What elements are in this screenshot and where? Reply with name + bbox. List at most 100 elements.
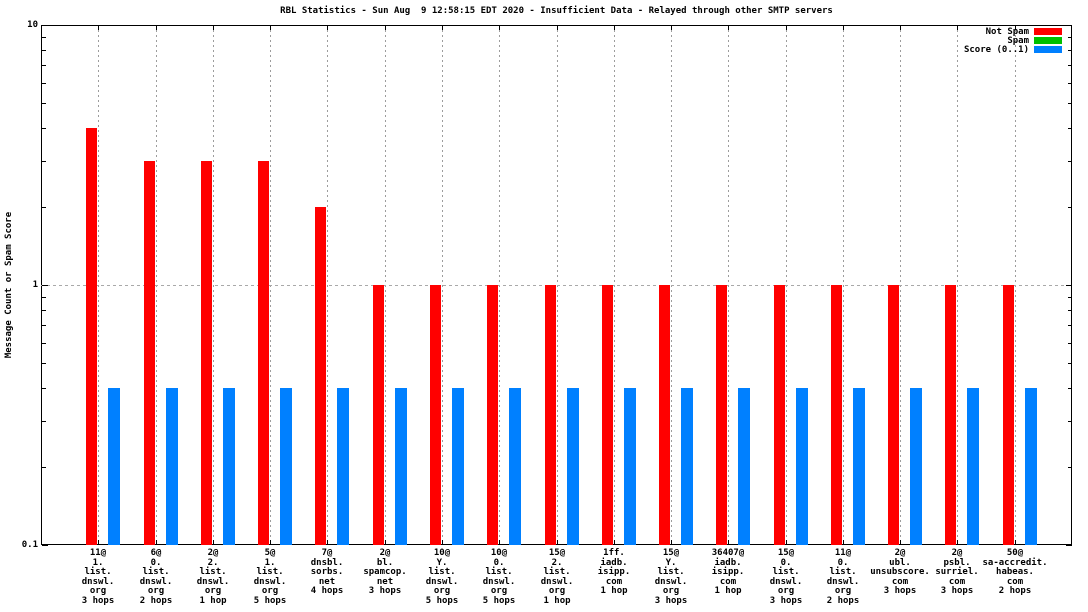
x-tick-mark — [1015, 540, 1016, 545]
x-tick-mark — [728, 540, 729, 545]
y-minor-tick-mark — [42, 37, 46, 38]
y-minor-tick-mark — [1068, 207, 1072, 208]
bar-score — [796, 388, 808, 545]
x-tick-mark — [1015, 25, 1016, 30]
bar-not-spam — [487, 285, 498, 545]
y-minor-tick-mark — [42, 83, 46, 84]
legend-item: Score (0..1) — [964, 45, 1062, 55]
y-tick-label: 10 — [27, 20, 38, 30]
bar-score — [853, 388, 865, 545]
y-major-tick-mark — [42, 285, 48, 286]
x-tick-label: 11@ 1. list. dnswl. org 3 hops — [81, 548, 115, 606]
x-tick-mark — [442, 540, 443, 545]
legend-swatch-not-spam — [1034, 28, 1062, 35]
y-minor-tick-mark — [42, 325, 46, 326]
bar-not-spam — [258, 161, 269, 545]
legend: Not Spam Spam Score (0..1) — [964, 26, 1062, 55]
x-tick-label: 7@ dnsbl. sorbs. net 4 hops — [310, 548, 344, 596]
bar-score — [624, 388, 636, 545]
x-tick-mark — [900, 540, 901, 545]
bar-score — [681, 388, 693, 545]
y-tick-label: 1 — [32, 280, 38, 290]
y-minor-tick-mark — [42, 421, 46, 422]
bar-score — [567, 388, 579, 545]
x-tick-mark — [557, 25, 558, 30]
x-tick-label: 6@ 0. list. dnswl. org 2 hops — [139, 548, 173, 606]
y-tick-label: 0.1 — [21, 540, 38, 550]
x-tick-mark — [843, 540, 844, 545]
x-tick-label: 15@ Y. list. dnswl. org 3 hops — [654, 548, 688, 606]
bar-not-spam — [201, 161, 212, 545]
x-tick-mark — [499, 540, 500, 545]
y-major-tick-mark — [42, 545, 48, 546]
x-tick-label: 50@ sa-accredit. habeas. com 2 hops — [982, 548, 1048, 596]
x-tick-mark — [156, 540, 157, 545]
bar-score — [337, 388, 349, 545]
bar-not-spam — [774, 285, 785, 545]
bar-not-spam — [716, 285, 727, 545]
x-tick-mark — [957, 540, 958, 545]
y-minor-tick-mark — [1068, 297, 1072, 298]
bar-not-spam — [545, 285, 556, 545]
y-minor-tick-mark — [42, 207, 46, 208]
y-minor-tick-mark — [42, 161, 46, 162]
y-minor-tick-mark — [1068, 310, 1072, 311]
x-tick-mark — [327, 540, 328, 545]
bar-not-spam — [945, 285, 956, 545]
x-tick-mark — [270, 25, 271, 30]
y-minor-tick-mark — [1068, 103, 1072, 104]
y-minor-tick-mark — [42, 388, 46, 389]
chart-title: RBL Statistics - Sun Aug 9 12:58:15 EDT … — [280, 6, 833, 16]
bar-score — [509, 388, 521, 545]
bar-not-spam — [602, 285, 613, 545]
y-minor-tick-mark — [42, 310, 46, 311]
bar-score — [910, 388, 922, 545]
y-minor-tick-mark — [1068, 37, 1072, 38]
x-tick-mark — [728, 25, 729, 30]
y-major-tick-mark — [1066, 545, 1072, 546]
x-tick-mark — [614, 540, 615, 545]
y-minor-tick-mark — [1068, 421, 1072, 422]
y-minor-tick-mark — [1068, 128, 1072, 129]
bar-score — [738, 388, 750, 545]
y-minor-tick-mark — [42, 103, 46, 104]
x-tick-mark — [957, 25, 958, 30]
x-tick-mark — [557, 540, 558, 545]
y-minor-tick-mark — [1068, 388, 1072, 389]
y-minor-tick-mark — [42, 65, 46, 66]
bar-not-spam — [831, 285, 842, 545]
y-minor-tick-mark — [1068, 161, 1072, 162]
legend-item: Spam — [964, 36, 1062, 46]
bar-score — [108, 388, 120, 545]
legend-label: Not Spam — [985, 26, 1029, 37]
x-tick-label: 2@ ubl. unsubscore. com 3 hops — [870, 548, 930, 596]
y-minor-tick-mark — [42, 363, 46, 364]
bar-not-spam — [86, 128, 97, 545]
bar-score — [452, 388, 464, 545]
y-minor-tick-mark — [42, 128, 46, 129]
x-tick-label: 36407@ iadb. isipp. com 1 hop — [711, 548, 745, 596]
x-tick-mark — [671, 540, 672, 545]
y-minor-tick-mark — [42, 297, 46, 298]
x-tick-mark — [98, 540, 99, 545]
bar-score — [223, 388, 235, 545]
bar-not-spam — [144, 161, 155, 545]
y-minor-tick-mark — [1068, 343, 1072, 344]
y-minor-tick-mark — [1068, 325, 1072, 326]
bar-score — [280, 388, 292, 545]
x-tick-mark — [442, 25, 443, 30]
x-tick-label: 2@ psbl. surriel. com 3 hops — [935, 548, 979, 596]
y-major-tick-mark — [1066, 285, 1072, 286]
x-tick-mark — [614, 25, 615, 30]
x-tick-mark — [786, 25, 787, 30]
x-tick-label: 2@ bl. spamcop. net 3 hops — [363, 548, 407, 596]
x-tick-label: 10@ Y. list. dnswl. org 5 hops — [425, 548, 459, 606]
y-minor-tick-mark — [1068, 65, 1072, 66]
x-tick-mark — [900, 25, 901, 30]
bar-score — [1025, 388, 1037, 545]
x-tick-mark — [213, 540, 214, 545]
legend-swatch-score-0-1 — [1034, 46, 1062, 53]
x-tick-mark — [385, 540, 386, 545]
x-tick-mark — [156, 25, 157, 30]
